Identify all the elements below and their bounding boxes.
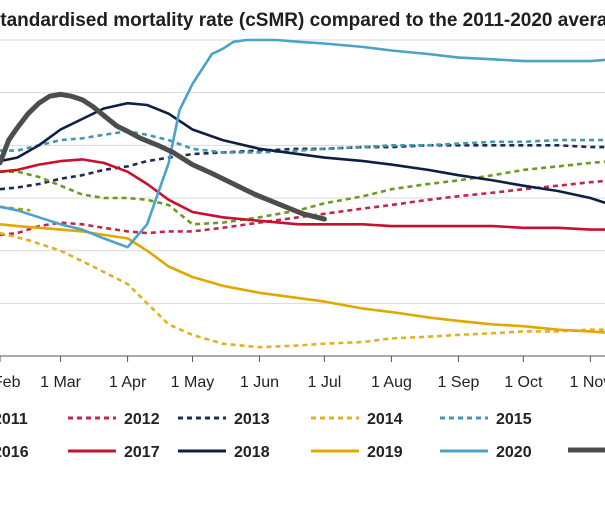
legend-label-2012: 2012 xyxy=(124,411,160,428)
x-tick-label: 1 Sep xyxy=(438,374,480,391)
legend-label-2020: 2020 xyxy=(496,444,532,461)
x-tick-label: 1 Feb xyxy=(0,374,21,391)
legend-label-2017: 2017 xyxy=(124,444,160,461)
x-tick-label: 1 Jun xyxy=(240,374,279,391)
legend-label-2013: 2013 xyxy=(234,411,270,428)
x-tick-label: 1 Nov xyxy=(569,374,605,391)
x-tick-label: 1 Jul xyxy=(307,374,341,391)
legend-label-2018: 2018 xyxy=(234,444,270,461)
series-line-2014 xyxy=(0,231,605,349)
legend-label-2016: 2016 xyxy=(0,444,29,461)
x-tick-label: 1 May xyxy=(171,374,215,391)
legend-label-2015: 2015 xyxy=(496,411,532,428)
x-tick-label: 1 Oct xyxy=(504,374,543,391)
x-tick-label: 1 Apr xyxy=(109,374,147,391)
series-lines xyxy=(0,38,605,349)
x-axis: 1 Feb 1 Mar 1 Apr 1 May 1 Jun 1 Jul 1 Aug 1 Sep… xyxy=(0,355,605,391)
legend-label-2019: 2019 xyxy=(367,444,403,461)
series-line-2015 xyxy=(0,130,605,154)
series-line-2020 xyxy=(0,38,605,249)
x-tick-label: 1 Mar xyxy=(40,374,82,391)
series-line-2018 xyxy=(0,101,605,205)
series-line-2019 xyxy=(0,223,605,334)
series-line-2013 xyxy=(0,144,605,191)
series-line-2016 xyxy=(0,160,605,226)
x-tick-label: 1 Aug xyxy=(371,374,412,391)
legend-label-2014: 2014 xyxy=(367,411,403,428)
chart-title: Cumulative standardised mortality rate (… xyxy=(0,10,605,31)
series-line-2017 xyxy=(0,158,605,231)
series-line-2012 xyxy=(0,179,605,237)
gridlines xyxy=(0,39,605,357)
legend-label-2011: 2011 xyxy=(0,411,28,428)
legend: 2011 2012 2013 2014 2015 2016 2017 2018 2019 2020… xyxy=(0,411,605,461)
series-line-2021 xyxy=(0,91,327,222)
